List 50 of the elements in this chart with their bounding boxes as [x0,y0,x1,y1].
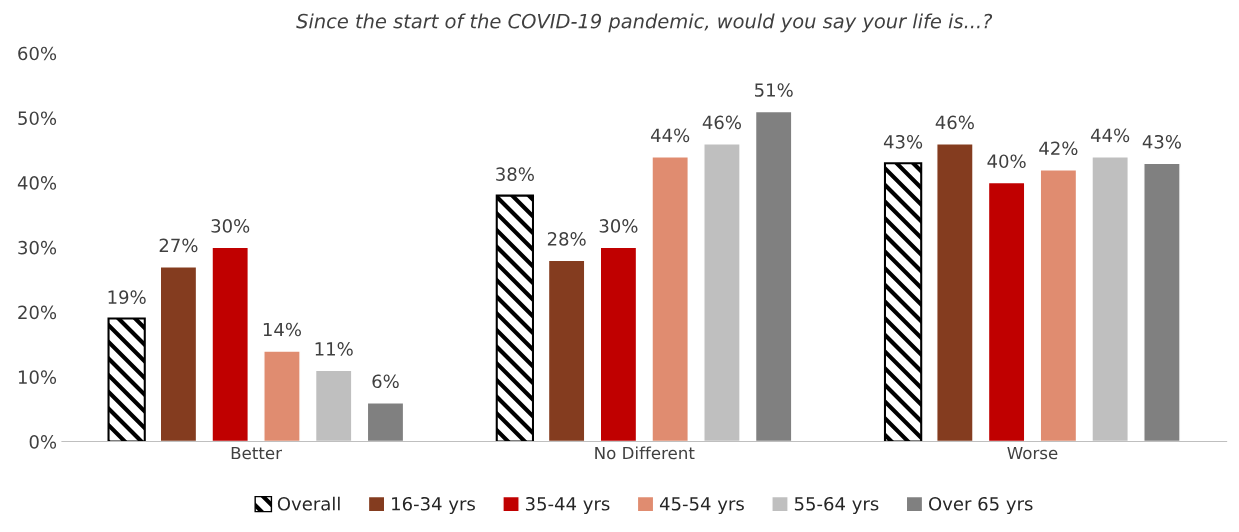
bar [599,246,638,442]
data-label: 46% [935,115,974,130]
data-label: 40% [987,154,1026,169]
data-label: 38% [496,167,534,181]
y-tick-label: 10% [18,370,57,384]
legend-label: 45-54 yrs [659,497,744,515]
bar [651,156,689,442]
chart-title: Since the start of the COVID-19 pandemic, would you say your life is...? [296,13,993,33]
x-tick-label: Better [231,446,282,460]
bar [211,246,249,442]
legend-label: 55-64 yrs [794,496,879,515]
bar [1143,162,1181,442]
bar [263,350,301,442]
bar [107,317,146,442]
data-label: 51% [755,83,793,97]
data-label: 28% [547,232,586,246]
data-label: 43% [883,134,923,149]
data-label: 11% [315,342,353,356]
y-tick-label: 50% [18,111,57,126]
bar [1039,169,1078,442]
y-tick-label: 60% [18,46,57,61]
bar [987,181,1026,442]
x-tick-label: Worse [1007,446,1058,460]
y-tick-label: 40% [17,176,57,190]
data-label: 30% [211,219,250,233]
legend-label: Overall [277,496,340,511]
data-label: 43% [1142,134,1181,149]
y-tick-label: 0% [29,435,57,449]
data-label: 44% [1090,128,1130,143]
legend-label: 35-44 yrs [525,496,610,515]
bar [936,143,974,442]
bar [754,110,793,442]
data-label: 6% [372,374,399,389]
data-label: 14% [263,322,302,337]
bar [883,162,923,442]
x-tick-label: No Different [595,446,695,460]
legend-label: Over 65 yrs [929,496,1033,515]
data-label: 46% [702,115,741,130]
legend-label: 16-34 yrs [392,496,475,515]
bar [366,402,405,442]
bar [547,259,586,442]
bar [159,266,198,442]
data-label: 44% [650,128,690,143]
data-label: 27% [159,238,198,253]
y-tick-label: 20% [18,305,57,320]
data-label: 19% [108,290,146,304]
y-tick-label: 30% [18,240,57,255]
bar [495,194,535,442]
data-label: 42% [1039,141,1078,156]
data-label: 30% [599,219,638,233]
